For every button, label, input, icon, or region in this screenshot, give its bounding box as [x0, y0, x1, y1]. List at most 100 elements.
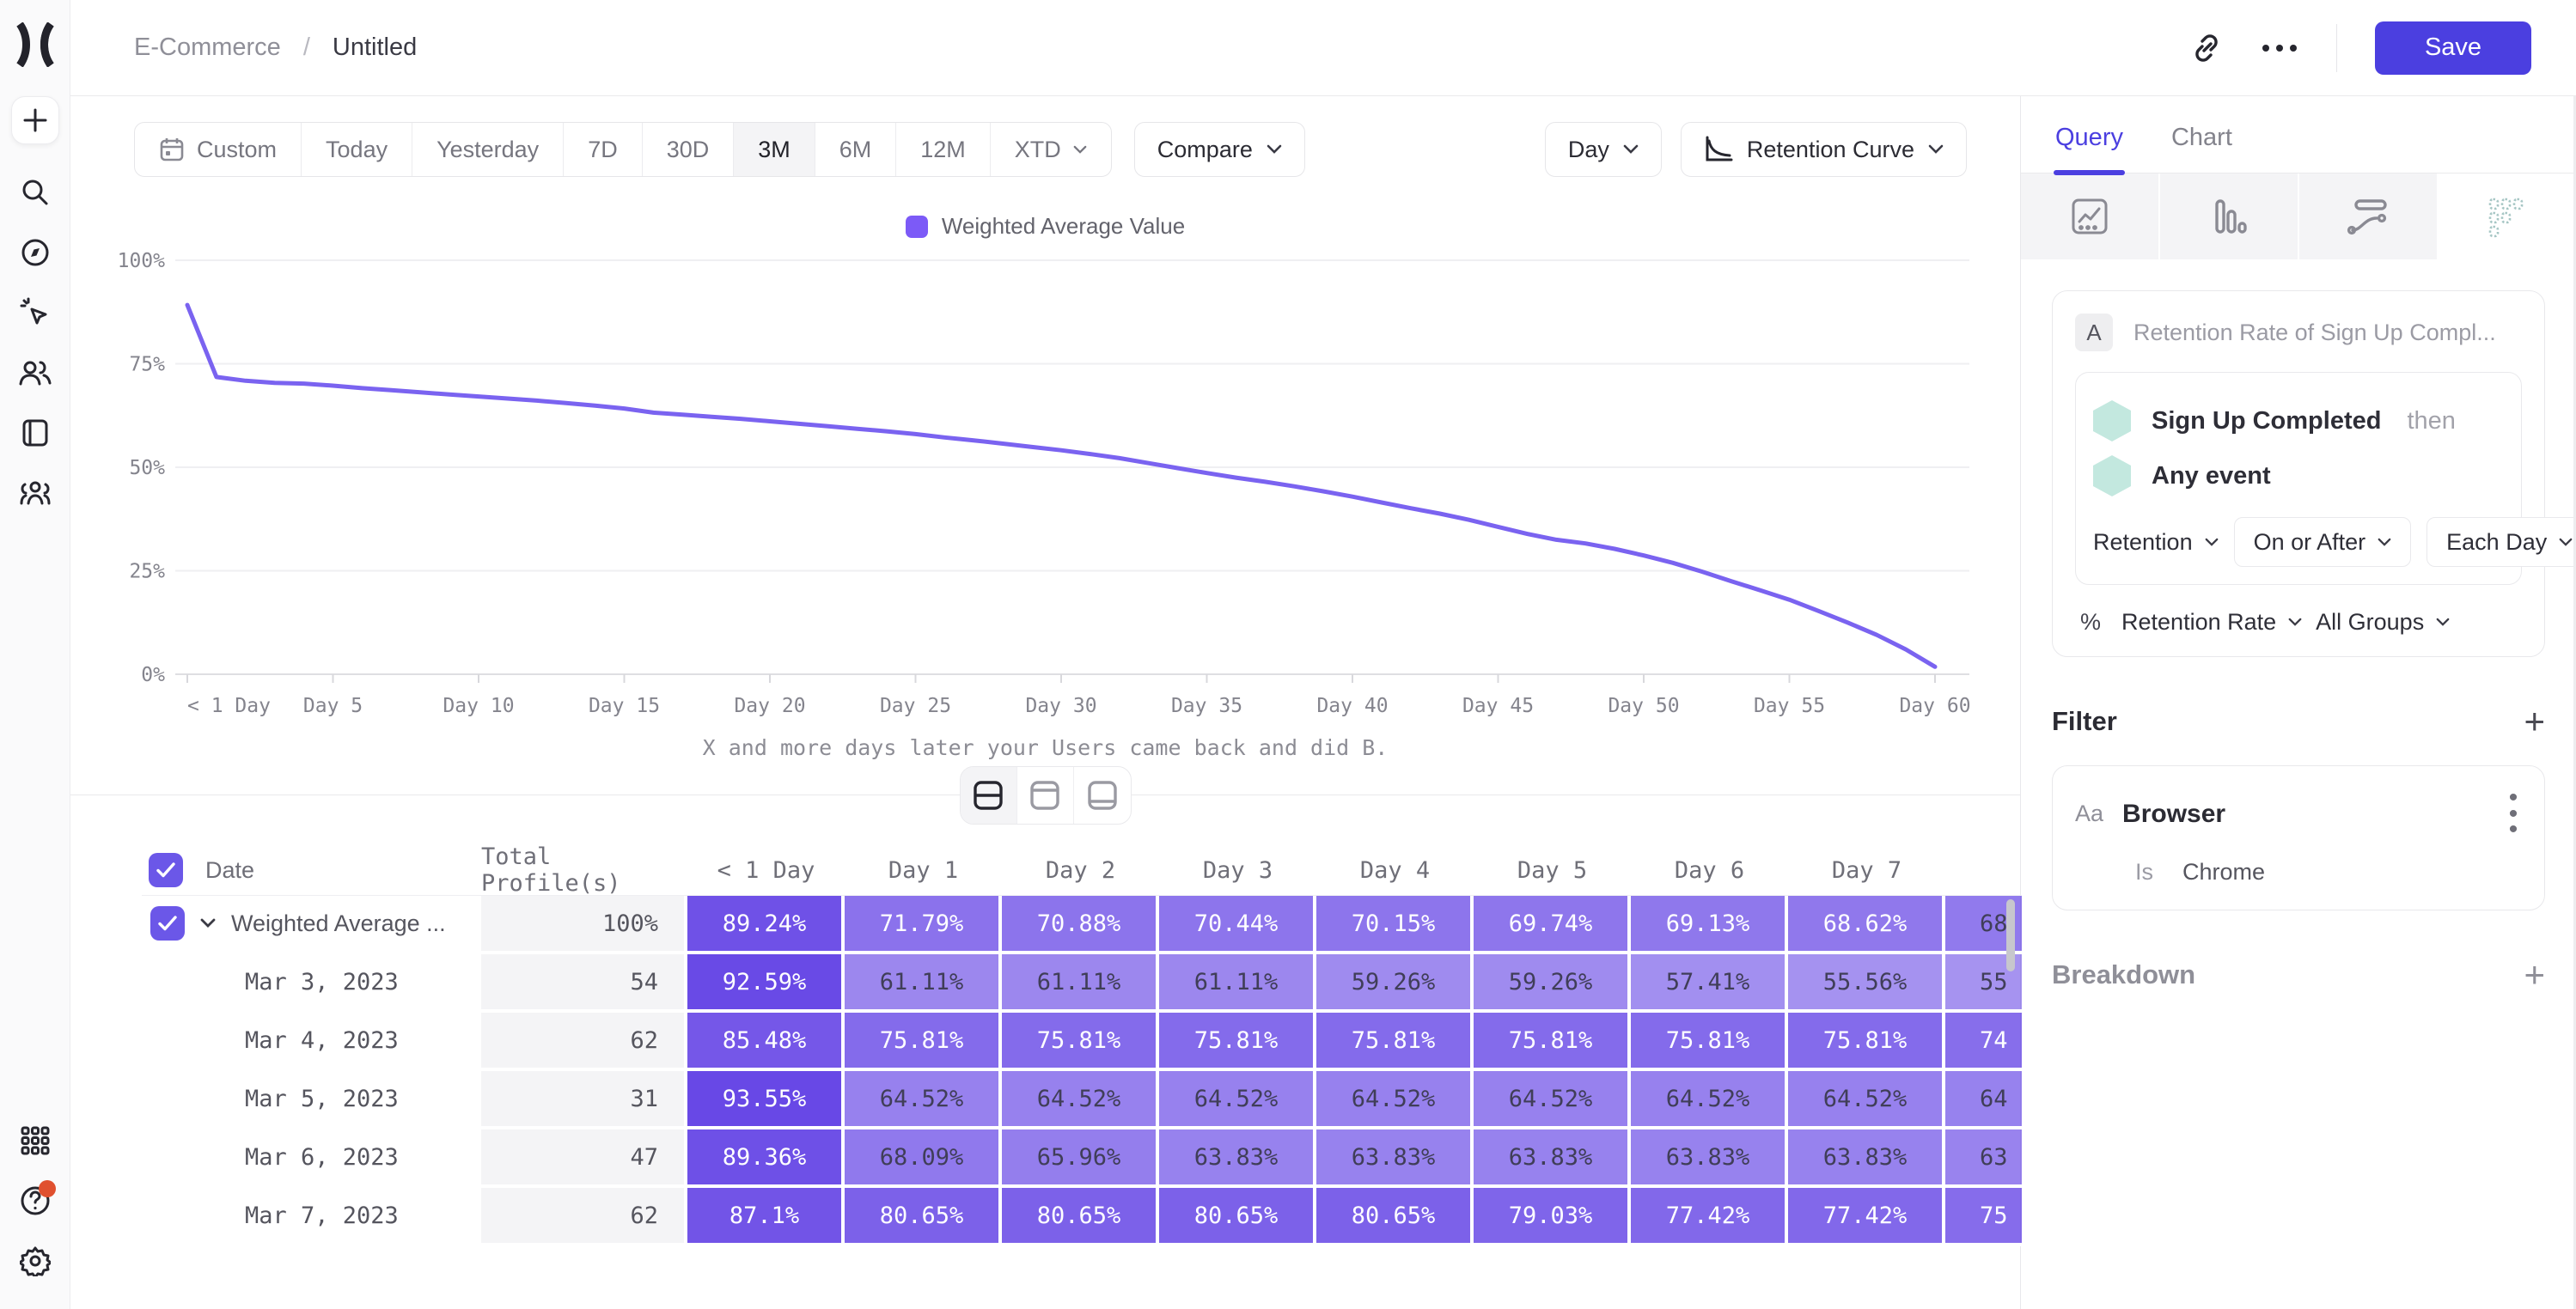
event-row-1[interactable]: Sign Up Completed then — [2093, 393, 2504, 448]
range-today[interactable]: Today — [302, 123, 413, 176]
checkbox-checked[interactable] — [149, 853, 183, 887]
filter-operator[interactable]: Is — [2135, 858, 2154, 885]
vertical-scrollbar[interactable] — [2006, 899, 2015, 971]
retention-cell: 80.65% — [1316, 1188, 1474, 1246]
chart-type-dropdown[interactable]: Retention Curve — [1680, 122, 1967, 177]
expand-chevron-icon[interactable] — [200, 918, 216, 928]
view-toggle-chart-view[interactable] — [1017, 767, 1074, 824]
explore-compass-icon[interactable] — [11, 228, 59, 277]
svg-text:Day 35: Day 35 — [1171, 695, 1242, 717]
compare-button[interactable]: Compare — [1133, 122, 1305, 177]
settings-gear-icon[interactable] — [11, 1237, 59, 1285]
chart-type-label: Retention Curve — [1746, 136, 1914, 162]
filter-card[interactable]: Aa Browser • • • Is Chrome — [2052, 765, 2545, 910]
range-yesterday[interactable]: Yesterday — [412, 123, 565, 176]
panel-scrollbar-track[interactable] — [2573, 96, 2576, 1309]
range-label: 12M — [920, 136, 966, 162]
retention-curve-icon — [1706, 136, 1733, 161]
save-button[interactable]: Save — [2375, 21, 2531, 75]
panel-tabs: Query Chart — [2021, 96, 2576, 175]
checkbox-checked[interactable] — [150, 906, 185, 941]
range-7d[interactable]: 7D — [564, 123, 643, 176]
apps-grid-icon[interactable] — [11, 1117, 59, 1165]
retention-grid-icon — [2488, 198, 2524, 238]
topbar-divider — [2336, 23, 2337, 72]
retention-cell: 75.81% — [1316, 1013, 1474, 1071]
range-6m[interactable]: 6M — [815, 123, 897, 176]
events-cursor-icon[interactable] — [11, 289, 59, 337]
insight-tab-line-chart[interactable] — [2021, 174, 2160, 259]
granularity-dropdown[interactable]: Day — [1544, 122, 1662, 177]
total-profiles-cell: 100% — [481, 896, 687, 954]
retention-cell: 64.52% — [1316, 1071, 1474, 1129]
retention-cell: 55.56% — [1788, 954, 1945, 1013]
share-link-icon[interactable] — [2190, 32, 2223, 64]
tab-query[interactable]: Query — [2054, 124, 2125, 175]
profiles-users-icon[interactable] — [11, 349, 59, 397]
retention-type-dropdown[interactable]: Retention — [2093, 529, 2219, 556]
range-12m[interactable]: 12M — [896, 123, 991, 176]
svg-text:25%: 25% — [129, 561, 165, 583]
search-icon[interactable] — [11, 168, 59, 216]
measure-dropdown[interactable]: Retention Rate — [2121, 609, 2302, 636]
tab-chart[interactable]: Chart — [2170, 124, 2232, 151]
insight-tab-bar-chart[interactable] — [2160, 174, 2299, 259]
measure-label: Retention Rate — [2121, 609, 2277, 635]
date-range-segmented-control: Custom Today Yesterday 7D 30D 3M 6M 12M XTD — [134, 122, 1112, 177]
chart-legend[interactable]: Weighted Average Value — [70, 213, 2020, 240]
column-header-date: Date — [142, 845, 481, 895]
more-options-icon[interactable] — [2261, 43, 2298, 53]
add-breakdown-button[interactable]: + — [2524, 953, 2545, 993]
view-toggle-split-view[interactable] — [960, 767, 1017, 824]
retention-cell: 89.24% — [687, 896, 845, 954]
retention-cell: 77.42% — [1631, 1188, 1788, 1246]
insight-tab-flow[interactable] — [2299, 174, 2439, 259]
main-content: Custom Today Yesterday 7D 30D 3M 6M 12M XTD Comp… — [70, 96, 2022, 1309]
retention-cell-clipped: 55 — [1945, 954, 2022, 1013]
chevron-down-icon — [1267, 144, 1282, 154]
range-3m[interactable]: 3M — [734, 123, 815, 176]
insight-tab-retention[interactable] — [2439, 174, 2576, 259]
logo-x[interactable] — [15, 21, 54, 68]
series-title[interactable]: Retention Rate of Sign Up Compl... — [2133, 319, 2496, 345]
svg-text:Day 5: Day 5 — [303, 695, 363, 717]
criteria-dropdown[interactable]: On or After — [2233, 517, 2412, 567]
row-date-cell: Mar 6, 2023 — [142, 1129, 481, 1188]
retention-granularity-dropdown[interactable]: Each Day — [2426, 517, 2576, 567]
breadcrumb-current[interactable]: Untitled — [332, 33, 418, 61]
series-badge: A — [2075, 314, 2113, 351]
range-30d[interactable]: 30D — [643, 123, 735, 176]
retention-type-label: Retention — [2093, 528, 2193, 555]
retention-cell: 85.48% — [687, 1013, 845, 1071]
chevron-down-icon — [1073, 145, 1087, 154]
total-profiles-cell: 47 — [481, 1129, 687, 1188]
new-report-button[interactable] — [10, 96, 59, 144]
retention-cell: 57.41% — [1631, 954, 1788, 1013]
range-label: XTD — [1014, 136, 1061, 162]
retention-cell: 70.88% — [1002, 896, 1159, 954]
svg-text:Day 40: Day 40 — [1316, 695, 1388, 717]
help-icon[interactable] — [11, 1177, 59, 1225]
svg-text:Day 60: Day 60 — [1899, 695, 1970, 717]
row-label-cell[interactable]: Weighted Average ... — [142, 896, 481, 954]
add-filter-button[interactable]: + — [2524, 701, 2545, 741]
breadcrumb-parent[interactable]: E-Commerce — [134, 33, 281, 61]
column-header: < 1 Day — [717, 856, 815, 884]
svg-text:50%: 50% — [129, 457, 165, 479]
event-row-2[interactable]: Any event — [2093, 448, 2504, 503]
filter-kebab-menu-icon[interactable]: • • • — [2508, 783, 2518, 844]
range-custom[interactable]: Custom — [135, 123, 302, 176]
criteria-label: On or After — [2253, 528, 2366, 555]
cohorts-group-icon[interactable] — [11, 469, 59, 517]
range-xtd[interactable]: XTD — [991, 123, 1111, 176]
filter-value[interactable]: Chrome — [2182, 858, 2266, 885]
retention-cell: 75.81% — [1474, 1013, 1631, 1071]
retention-cell-clipped: 64 — [1945, 1071, 2022, 1129]
view-toggle-table-view[interactable] — [1074, 767, 1131, 824]
retention-cell: 80.65% — [1159, 1188, 1316, 1246]
groups-dropdown[interactable]: All Groups — [2316, 609, 2450, 636]
boards-panel-icon[interactable] — [11, 409, 59, 457]
range-label: Today — [326, 136, 388, 162]
retention-cell: 63.83% — [1159, 1129, 1316, 1188]
